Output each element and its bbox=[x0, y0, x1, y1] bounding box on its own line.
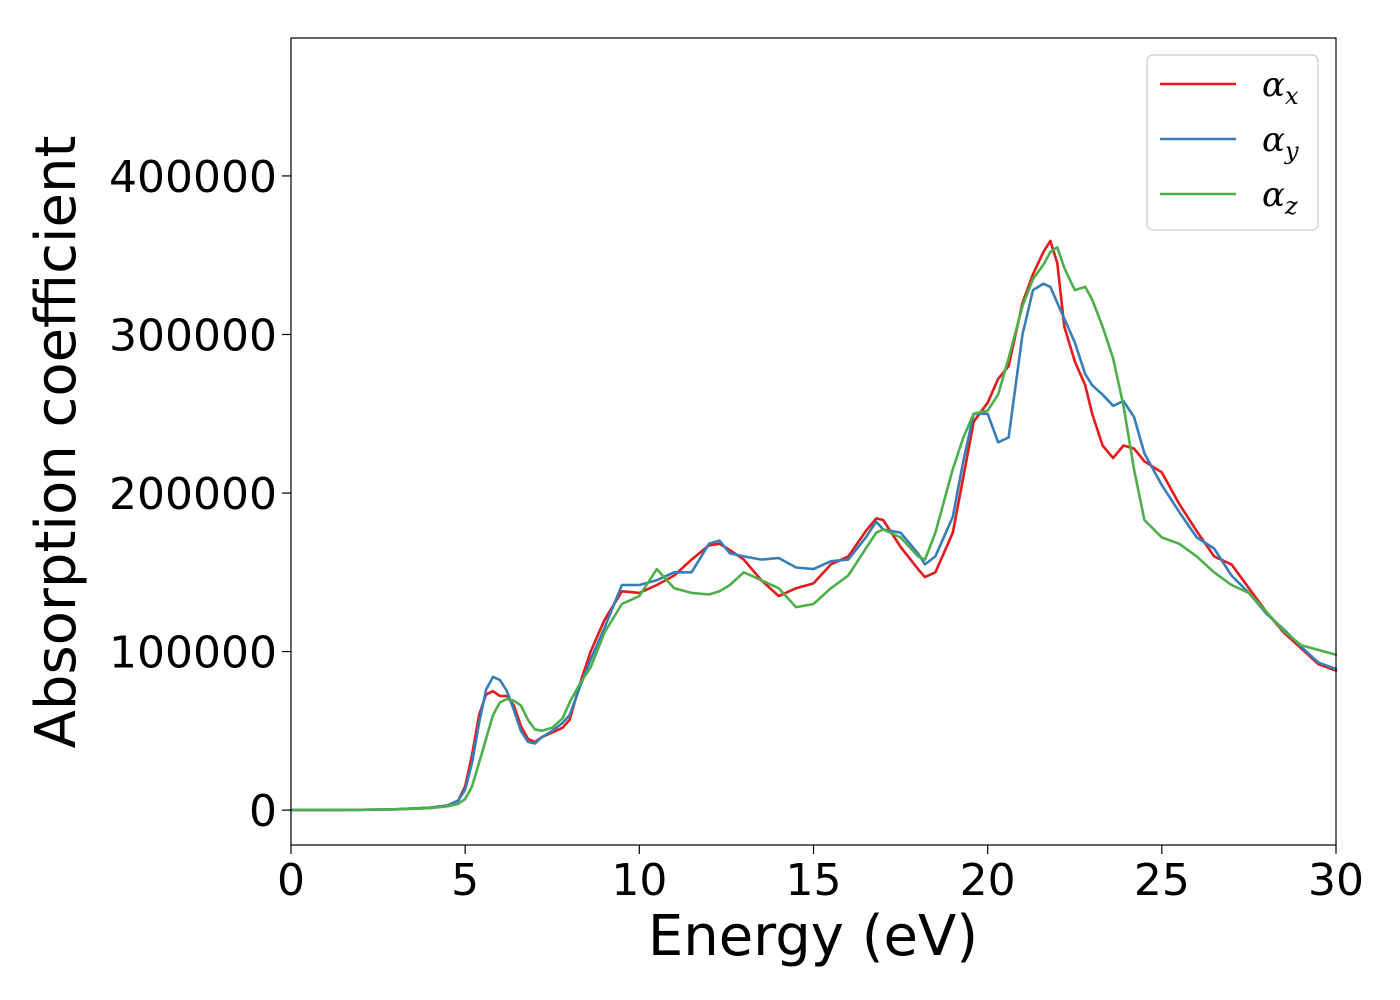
x-tick-label: 10 bbox=[611, 855, 667, 906]
y-axis: 0 100000 200000 300000 400000 bbox=[109, 152, 291, 837]
x-tick-label: 15 bbox=[786, 855, 842, 906]
legend-frame bbox=[1146, 54, 1319, 231]
y-axis-label: Absorption coefficient bbox=[24, 136, 89, 749]
y-tick-label: 100000 bbox=[109, 628, 277, 679]
x-tick-label: 0 bbox=[277, 855, 305, 906]
y-tick-label: 400000 bbox=[109, 152, 277, 203]
legend-label-y: αy bbox=[1262, 120, 1299, 165]
legend: αx αy αz bbox=[1146, 54, 1319, 231]
legend-label-z: αz bbox=[1262, 175, 1298, 220]
y-tick-label: 200000 bbox=[109, 469, 277, 520]
y-tick-label: 300000 bbox=[109, 310, 277, 361]
series-line-y bbox=[289, 282, 1338, 812]
legend-label-x: αx bbox=[1262, 65, 1299, 110]
x-tick-label: 25 bbox=[1134, 855, 1190, 906]
y-tick-label: 0 bbox=[249, 786, 277, 837]
x-tick-label: 30 bbox=[1308, 855, 1364, 906]
x-axis: 0 5 10 15 20 25 30 bbox=[277, 845, 1364, 906]
series-layer bbox=[289, 239, 1338, 812]
x-axis-label: Energy (eV) bbox=[648, 904, 978, 969]
series-line-z bbox=[289, 246, 1338, 812]
x-tick-label: 20 bbox=[960, 855, 1016, 906]
x-tick-label: 5 bbox=[451, 855, 479, 906]
